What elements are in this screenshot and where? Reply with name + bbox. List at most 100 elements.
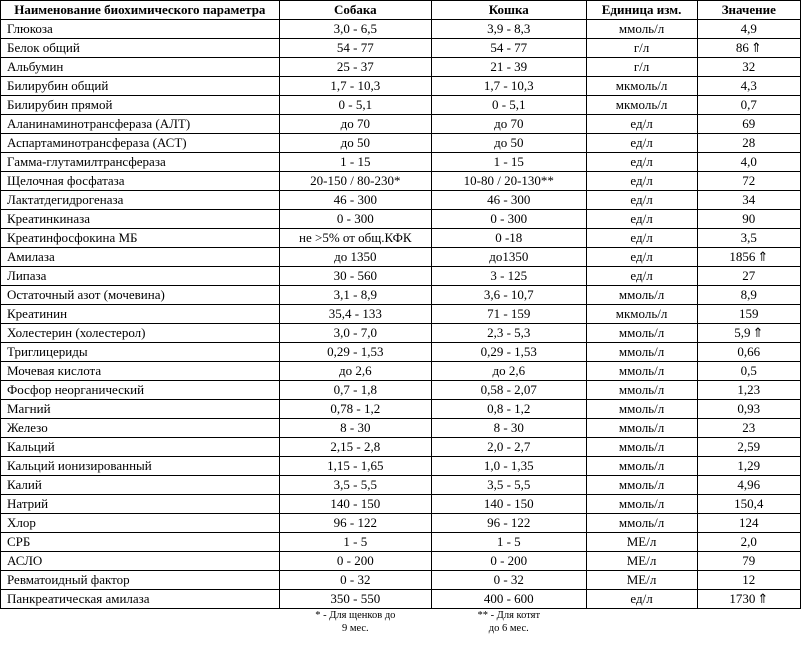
table-row: Ревматоидный фактор0 - 320 - 32МЕ/л12 [1, 571, 801, 590]
table-row: Креатинин35,4 - 13371 - 159мкмоль/л159 [1, 305, 801, 324]
footnote-dog-1: * - Для щенков до [279, 609, 431, 623]
cell-cat: 96 - 122 [432, 514, 587, 533]
table-row: Остаточный азот (мочевина)3,1 - 8,93,6 -… [1, 286, 801, 305]
value-number: 72 [742, 173, 755, 188]
cell-value: 79 [697, 552, 800, 571]
cell-unit: МЕ/л [586, 533, 697, 552]
value-number: 2,59 [737, 439, 760, 454]
cell-unit: ммоль/л [586, 495, 697, 514]
cell-cat: 46 - 300 [432, 191, 587, 210]
table-row: Натрий140 - 150140 - 150ммоль/л150,4 [1, 495, 801, 514]
value-number: 69 [742, 116, 755, 131]
table-row: Лактатдегидрогеназа46 - 30046 - 300ед/л3… [1, 191, 801, 210]
table-row: Триглицериды0,29 - 1,530,29 - 1,53ммоль/… [1, 343, 801, 362]
value-number: 79 [742, 553, 755, 568]
footnote-dog-2: 9 мес. [279, 622, 431, 635]
cell-cat: 0,8 - 1,2 [432, 400, 587, 419]
cell-unit: ед/л [586, 210, 697, 229]
cell-dog: 20-150 / 80-230* [279, 172, 431, 191]
cell-unit: ед/л [586, 191, 697, 210]
cell-value: 159 [697, 305, 800, 324]
table-row: Альбумин25 - 3721 - 39г/л32 [1, 58, 801, 77]
cell-param: Магний [1, 400, 280, 419]
table-row: Железо8 - 308 - 30ммоль/л23 [1, 419, 801, 438]
table-row: Фосфор неорганический0,7 - 1,80,58 - 2,0… [1, 381, 801, 400]
table-row: Кальций ионизированный1,15 - 1,651,0 - 1… [1, 457, 801, 476]
cell-dog: 140 - 150 [279, 495, 431, 514]
value-number: 1856 [729, 249, 755, 264]
value-number: 1,29 [737, 458, 760, 473]
cell-dog: 3,0 - 6,5 [279, 20, 431, 39]
cell-param: Остаточный азот (мочевина) [1, 286, 280, 305]
value-number: 3,5 [741, 230, 757, 245]
cell-dog: 350 - 550 [279, 590, 431, 609]
cell-param: Креатинфосфокина МБ [1, 229, 280, 248]
cell-dog: до 50 [279, 134, 431, 153]
footnote-cat-2: до 6 мес. [432, 622, 587, 635]
cell-param: Креатинкиназа [1, 210, 280, 229]
cell-cat: до 2,6 [432, 362, 587, 381]
cell-unit: ед/л [586, 590, 697, 609]
cell-cat: 0 - 5,1 [432, 96, 587, 115]
cell-unit: ммоль/л [586, 457, 697, 476]
cell-param: Глюкоза [1, 20, 280, 39]
cell-value: 1856⇑ [697, 248, 800, 267]
table-row: Калий3,5 - 5,53,5 - 5,5ммоль/л4,96 [1, 476, 801, 495]
cell-param: АСЛО [1, 552, 280, 571]
value-number: 150,4 [734, 496, 763, 511]
value-number: 32 [742, 59, 755, 74]
table-row: Холестерин (холестерол)3,0 - 7,02,3 - 5,… [1, 324, 801, 343]
cell-value: 27 [697, 267, 800, 286]
cell-value: 4,9 [697, 20, 800, 39]
cell-cat: 1 - 15 [432, 153, 587, 172]
header-param: Наименование биохимического параметра [1, 1, 280, 20]
value-number: 27 [742, 268, 755, 283]
cell-value: 2,59 [697, 438, 800, 457]
cell-dog: 0 - 5,1 [279, 96, 431, 115]
cell-dog: 3,0 - 7,0 [279, 324, 431, 343]
cell-value: 8,9 [697, 286, 800, 305]
biochem-table: Наименование биохимического параметра Со… [0, 0, 801, 635]
cell-dog: до 70 [279, 115, 431, 134]
cell-cat: 0 - 200 [432, 552, 587, 571]
cell-param: Креатинин [1, 305, 280, 324]
cell-value: 4,0 [697, 153, 800, 172]
cell-unit: ед/л [586, 134, 697, 153]
arrow-up-icon: ⇑ [751, 41, 762, 54]
cell-dog: 0,29 - 1,53 [279, 343, 431, 362]
cell-unit: мкмоль/л [586, 96, 697, 115]
cell-value: 1730⇑ [697, 590, 800, 609]
cell-param: Кальций ионизированный [1, 457, 280, 476]
cell-unit: ммоль/л [586, 324, 697, 343]
value-number: 2,0 [741, 534, 757, 549]
cell-unit: ед/л [586, 248, 697, 267]
value-number: 34 [742, 192, 755, 207]
cell-cat: 3 - 125 [432, 267, 587, 286]
cell-dog: 0,7 - 1,8 [279, 381, 431, 400]
cell-param: Лактатдегидрогеназа [1, 191, 280, 210]
table-row: Гамма-глутамилтрансфераза1 - 151 - 15ед/… [1, 153, 801, 172]
cell-dog: 0 - 32 [279, 571, 431, 590]
cell-value: 5,9⇑ [697, 324, 800, 343]
header-cat: Кошка [432, 1, 587, 20]
table-row: Щелочная фосфатаза20-150 / 80-230*10-80 … [1, 172, 801, 191]
cell-unit: г/л [586, 58, 697, 77]
cell-dog: 96 - 122 [279, 514, 431, 533]
cell-unit: ммоль/л [586, 419, 697, 438]
cell-unit: МЕ/л [586, 552, 697, 571]
cell-cat: 1,7 - 10,3 [432, 77, 587, 96]
cell-value: 32 [697, 58, 800, 77]
cell-value: 1,29 [697, 457, 800, 476]
cell-cat: 0 -18 [432, 229, 587, 248]
cell-unit: МЕ/л [586, 571, 697, 590]
value-number: 124 [739, 515, 759, 530]
cell-dog: 54 - 77 [279, 39, 431, 58]
cell-dog: 30 - 560 [279, 267, 431, 286]
value-number: 86 [736, 40, 749, 55]
value-number: 4,9 [741, 21, 757, 36]
cell-value: 0,5 [697, 362, 800, 381]
cell-unit: ммоль/л [586, 362, 697, 381]
cell-param: Билирубин прямой [1, 96, 280, 115]
cell-unit: ммоль/л [586, 476, 697, 495]
value-number: 4,0 [741, 154, 757, 169]
